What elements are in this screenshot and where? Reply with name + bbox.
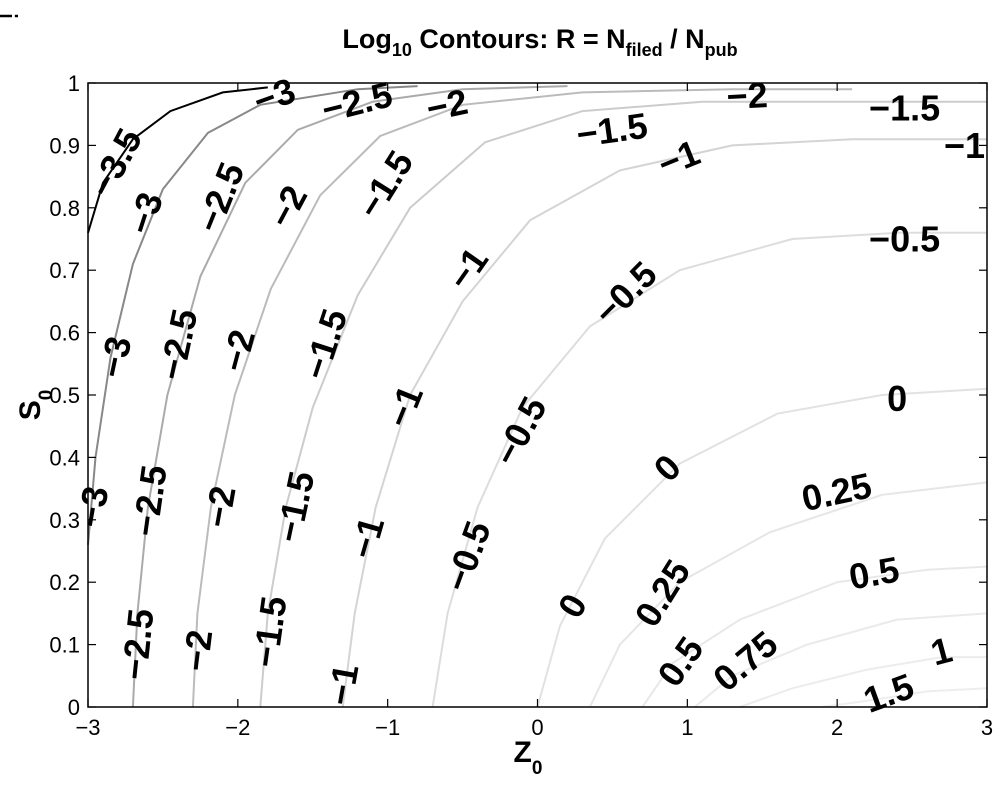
contour-line-6 [431, 231, 987, 708]
contour-label: −2 [213, 325, 263, 375]
contour-line-4 [259, 100, 987, 708]
contour-label: −1 [652, 132, 705, 185]
y-tick-label: 0.9 [49, 133, 80, 158]
contour-label: −1 [319, 661, 367, 709]
contour-label: −2.5 [113, 607, 161, 682]
contour-label: −2 [196, 483, 244, 531]
contour-label: −1 [439, 240, 496, 297]
contour-line-10 [694, 612, 988, 708]
contour-line-5 [341, 138, 987, 708]
contour-label: −0.5 [869, 219, 940, 260]
contour-label: −3 [91, 333, 140, 382]
contour-line-8 [588, 481, 988, 708]
contour-label: −3 [119, 187, 171, 239]
contour-label: −1 [944, 125, 985, 166]
contour-label: −2.5 [188, 157, 253, 238]
x-tick-label: −2 [225, 715, 250, 740]
contour-line-2 [131, 85, 568, 708]
contour-line-7 [536, 387, 988, 708]
contour-label: −1 [341, 512, 392, 563]
contour-label: −0.5 [436, 516, 499, 597]
contour-label: −2 [726, 74, 769, 117]
y-tick-label: 0.2 [49, 570, 80, 595]
x-tick-label: 3 [981, 715, 993, 740]
contour-label: −2 [175, 628, 221, 674]
contour-label: −1.5 [267, 468, 322, 546]
contour-label: 0 [646, 446, 689, 489]
y-tick-label: 0.6 [49, 321, 80, 346]
x-tick-label: 0 [531, 715, 543, 740]
contour-label: −1 [378, 380, 431, 433]
contour-label: −2 [423, 81, 472, 130]
contour-label: 0.5 [846, 548, 902, 597]
chart-title: Log10 Contours: R = Nfiled / Npub [342, 24, 737, 60]
contour-label: 1.5 [858, 665, 919, 721]
contour-label: −3 [69, 483, 117, 531]
x-tick-label: 2 [831, 715, 843, 740]
contour-lines [87, 85, 988, 708]
contour-label: −1.5 [244, 594, 294, 670]
x-tick-label: −1 [375, 715, 400, 740]
contour-line-9 [641, 565, 988, 708]
y-tick-label: 0.3 [49, 508, 80, 533]
x-tick-label: −3 [75, 715, 100, 740]
y-tick-label: 0 [68, 695, 80, 720]
y-tick-label: 0.8 [49, 196, 80, 221]
x-axis-label: Z0 [514, 736, 543, 779]
y-tick-label: 0.5 [49, 383, 80, 408]
x-tick-label: 1 [681, 715, 693, 740]
y-tick-label: 1 [68, 71, 80, 96]
contour-label: −2 [260, 179, 315, 234]
contour-label: 0 [887, 378, 907, 419]
y-axis-label: S0 [14, 390, 57, 421]
contour-line-1 [87, 85, 418, 545]
contour-line-3 [191, 88, 853, 708]
contour-line-11 [739, 656, 987, 708]
contour-label: −2.5 [151, 305, 206, 383]
contour-label: −1.5 [869, 88, 940, 129]
contour-label: −1.5 [574, 105, 650, 155]
contour-line-0 [87, 86, 268, 234]
contour-label: −3 [248, 70, 301, 123]
contour-label: −0.5 [485, 390, 555, 472]
contour-line-12 [822, 687, 988, 708]
y-tick-label: 0.4 [49, 445, 80, 470]
contour-label: −2.5 [318, 73, 397, 130]
contour-label: −1.5 [294, 304, 355, 384]
contour-label: −2.5 [124, 463, 174, 539]
contour-label: 0 [550, 587, 596, 625]
y-tick-label: 0.7 [49, 258, 80, 283]
contour-labels: −3.5−3 −2.5 −2 −1.5−2 −1.5−1−1−0.5−3 −2.5 −2 −1… [69, 70, 985, 721]
contour-label: 1 [926, 629, 956, 674]
contour-label: 0.25 [798, 465, 875, 520]
contour-label: 0.25 [626, 553, 698, 634]
axis-ticks: −3 −2 −1 0 1 2 3 0 0.1 0.2 0.3 0.4 0.5 0.6 0.7 0.8 0.9 1 [49, 71, 993, 740]
y-tick-label: 0.1 [49, 633, 80, 658]
